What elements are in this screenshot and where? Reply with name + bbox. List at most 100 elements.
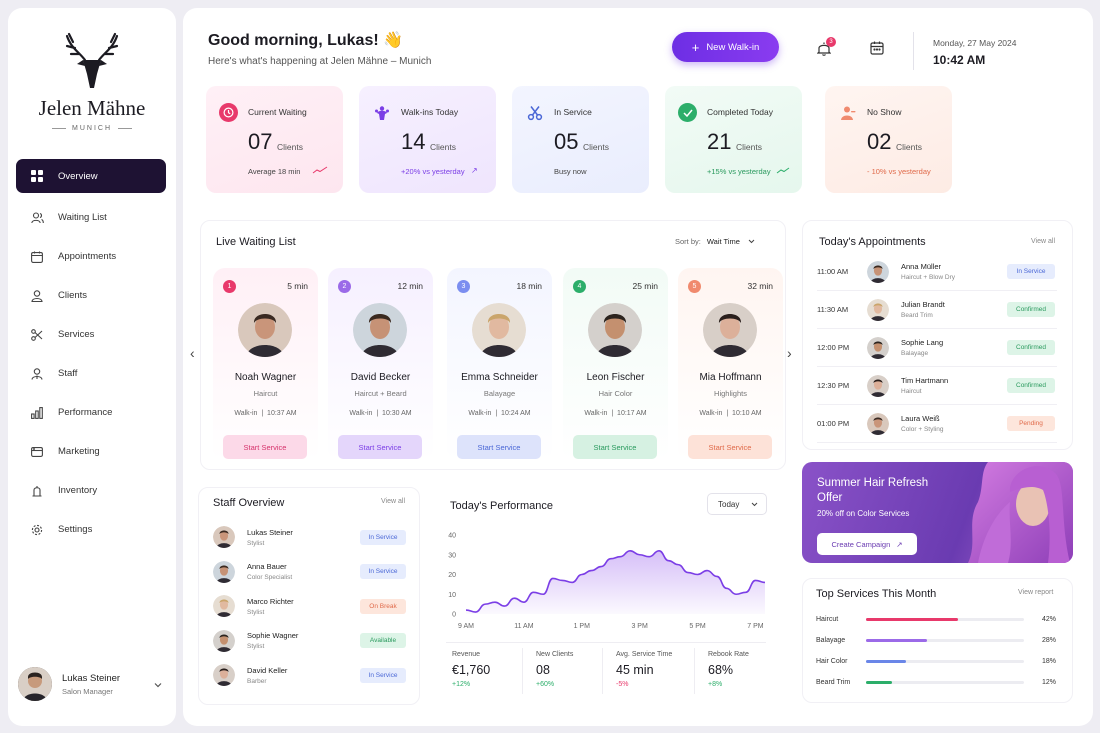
notifications-button[interactable]: 3 xyxy=(809,33,839,63)
sort-dropdown[interactable]: Sort by: Wait Time xyxy=(675,237,755,246)
staff-name: Marco Richter xyxy=(247,596,294,606)
promo-hair-image xyxy=(968,462,1073,563)
appointment-service: Beard Trim xyxy=(901,312,933,319)
metric-label: Avg. Service Time xyxy=(616,651,673,658)
stat-walkins-today[interactable]: Walk-ins Today 14 Clients +20% vs yester… xyxy=(359,86,496,193)
avatar xyxy=(472,303,526,357)
start-service-button[interactable]: Start Service xyxy=(338,435,422,459)
start-service-button[interactable]: Start Service xyxy=(688,435,772,459)
sidebar-item-inventory[interactable]: Inventory xyxy=(16,471,166,510)
sidebar-item-services[interactable]: Services xyxy=(16,315,166,354)
waiting-card[interactable]: 3 18 min Emma Schneider Balayage Walk-in… xyxy=(447,268,552,461)
promo-title: Summer Hair Refresh Offer xyxy=(817,477,929,504)
calendar-button[interactable] xyxy=(862,33,892,63)
client-name: David Becker xyxy=(350,372,411,383)
start-service-button[interactable]: Start Service xyxy=(223,435,307,459)
view-report-link[interactable]: View report xyxy=(1018,589,1054,596)
start-service-button[interactable]: Start Service xyxy=(573,435,657,459)
queue-number: 3 xyxy=(457,280,470,293)
service-bar-track xyxy=(866,659,1024,663)
status-badge: In Service xyxy=(360,667,406,683)
metric-delta: +60% xyxy=(536,681,555,688)
avatar xyxy=(867,298,889,321)
service-percent: 18% xyxy=(1041,657,1056,665)
client-service: Haircut xyxy=(253,389,278,398)
top-services-title: Top Services This Month xyxy=(816,588,937,600)
staff-row[interactable]: Marco Richter Stylist On Break xyxy=(213,589,408,623)
stat-unit: Clients xyxy=(736,142,762,152)
appointment-row[interactable]: 11:30 AM Julian Brandt Beard Trim Confir… xyxy=(817,291,1057,329)
staff-role: Stylist xyxy=(247,608,265,616)
wait-time: 12 min xyxy=(397,281,423,291)
performance-metric: Avg. Service Time 45 min -5% xyxy=(616,651,672,688)
stat-label: Completed Today xyxy=(707,107,773,117)
stat-current-waiting[interactable]: Current Waiting 07 Clients Average 18 mi… xyxy=(206,86,343,193)
waiting-card[interactable]: 4 25 min Leon Fischer Hair Color Walk-in… xyxy=(563,268,668,461)
megaphone-icon xyxy=(30,445,44,459)
waiting-card[interactable]: 1 5 min Noah Wagner Haircut Walk-in | 10… xyxy=(213,268,318,461)
metric-delta: +12% xyxy=(452,681,471,688)
stat-completed-today[interactable]: Completed Today 21 Clients +15% vs yeste… xyxy=(665,86,802,193)
appointments-view-all[interactable]: View all xyxy=(1031,238,1055,245)
stat-no-show[interactable]: No Show 02 Clients - 10% vs yesterday xyxy=(825,86,952,193)
create-campaign-button[interactable]: Create Campaign ↗ xyxy=(817,533,917,555)
staff-row[interactable]: David Keller Barber In Service xyxy=(213,658,408,692)
appointment-time: 12:00 PM xyxy=(817,343,850,352)
staff-row[interactable]: Anna Bauer Color Specialist In Service xyxy=(213,555,408,589)
y-tick-label: 40 xyxy=(448,533,456,540)
appointment-row[interactable]: 11:00 AM Anna Müller Haircut + Blow Dry … xyxy=(817,253,1057,291)
box-icon xyxy=(30,484,44,498)
prev-arrow-icon[interactable]: ‹ xyxy=(190,345,195,361)
sidebar: Jelen Mähne MUNICH Overview Waiting List… xyxy=(8,8,176,726)
service-name: Beard Trim xyxy=(816,678,851,686)
metric-value: 08 xyxy=(536,663,550,677)
service-name: Balayage xyxy=(816,636,846,644)
sidebar-item-label: Settings xyxy=(58,524,93,535)
client-service: Balayage xyxy=(483,389,516,398)
stat-in-service[interactable]: In Service 05 Clients Busy now xyxy=(512,86,649,193)
sidebar-item-overview[interactable]: Overview xyxy=(16,159,166,193)
sidebar-item-clients[interactable]: Clients xyxy=(16,276,166,315)
series-line xyxy=(465,549,766,613)
x-tick-label: 3 PM xyxy=(631,623,648,630)
users-icon xyxy=(30,211,44,225)
sidebar-item-performance[interactable]: Performance xyxy=(16,393,166,432)
range-select[interactable]: Today xyxy=(707,493,767,515)
sidebar-item-waiting-list[interactable]: Waiting List xyxy=(16,198,166,237)
scissors-icon xyxy=(525,103,544,122)
client-name: Emma Schneider xyxy=(461,372,538,383)
next-arrow-icon[interactable]: › xyxy=(787,345,792,361)
greeting-subtitle: Here's what's happening at Jelen Mähne –… xyxy=(208,56,432,67)
user-icon xyxy=(30,289,44,303)
status-badge: Available xyxy=(360,633,406,648)
metric-value: 45 min xyxy=(616,663,654,677)
stat-value: 07 xyxy=(248,129,273,154)
new-walkin-button[interactable]: + New Walk-in xyxy=(672,32,779,62)
sidebar-item-staff[interactable]: Staff xyxy=(16,354,166,393)
chevron-down-icon[interactable] xyxy=(154,675,162,693)
staff-row[interactable]: Lukas Steiner Stylist In Service xyxy=(213,520,408,554)
sidebar-item-settings[interactable]: Settings xyxy=(16,510,166,549)
stag-logo-icon xyxy=(65,32,119,88)
performance-metric: Revenue €1,760 +12% xyxy=(452,651,490,688)
sidebar-item-marketing[interactable]: Marketing xyxy=(16,432,166,471)
sidebar-item-appointments[interactable]: Appointments xyxy=(16,237,166,276)
avatar xyxy=(353,303,407,357)
avatar xyxy=(213,560,235,583)
stat-value: 02 xyxy=(867,129,892,154)
client-name: Mia Hoffmann xyxy=(699,372,762,383)
brand-city: MUNICH xyxy=(8,125,176,132)
appointment-row[interactable]: 01:00 PM Laura Weiß Color + Styling Pend… xyxy=(817,405,1057,443)
staff-row[interactable]: Sophie Wagner Stylist Available xyxy=(213,624,408,658)
avatar xyxy=(18,667,52,701)
staff-view-all[interactable]: View all xyxy=(381,498,405,505)
appointment-row[interactable]: 12:30 PM Tim Hartmann Haircut Confirmed xyxy=(817,367,1057,405)
start-service-button[interactable]: Start Service xyxy=(457,435,541,459)
user-x-icon xyxy=(838,103,857,122)
waiting-card[interactable]: 2 12 min David Becker Haircut + Beard Wa… xyxy=(328,268,433,461)
user-profile[interactable]: Lukas Steiner Salon Manager xyxy=(18,664,166,704)
waiting-card[interactable]: 5 32 min Mia Hoffmann Highlights Walk-in… xyxy=(678,268,783,461)
x-tick-label: 11 AM xyxy=(514,623,533,630)
arrow-up-right-icon: ↗ xyxy=(471,166,478,175)
appointment-row[interactable]: 12:00 PM Sophie Lang Balayage Confirmed xyxy=(817,329,1057,367)
